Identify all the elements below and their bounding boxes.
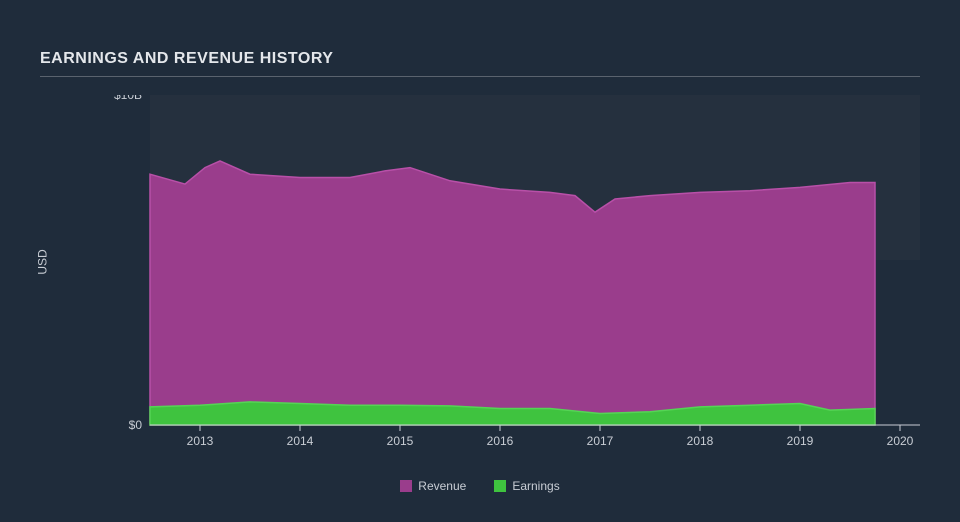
x-tick-label: 2017: [587, 434, 614, 448]
legend: Revenue Earnings: [40, 479, 920, 495]
legend-item: Earnings: [494, 479, 559, 493]
x-axis-ticks: [200, 425, 900, 431]
legend-label: Earnings: [512, 479, 559, 493]
chart-title: EARNINGS AND REVENUE HISTORY: [40, 50, 920, 77]
legend-item: Revenue: [400, 479, 466, 493]
y-axis-labels: $0 $10B: [114, 95, 142, 432]
y-axis-title: USD: [36, 249, 50, 274]
area-series: [150, 161, 875, 425]
x-tick-label: 2014: [287, 434, 314, 448]
x-tick-label: 2016: [487, 434, 514, 448]
legend-swatch: [400, 480, 412, 492]
x-tick-label: 2020: [887, 434, 914, 448]
y-tick-label: $0: [129, 418, 143, 432]
x-axis-labels: 2013 2014 2015 2016 2017 2018 2019 2020: [187, 434, 914, 448]
area-series-revenue: [150, 161, 875, 425]
legend-label: Revenue: [418, 479, 466, 493]
y-tick-label: $10B: [114, 95, 142, 102]
legend-swatch: [494, 480, 506, 492]
chart-container: USD 20132014201520162017201820192020 $0$…: [40, 95, 920, 495]
x-tick-label: 2019: [787, 434, 814, 448]
x-tick-label: 2013: [187, 434, 214, 448]
x-tick-label: 2018: [687, 434, 714, 448]
x-tick-label: 2015: [387, 434, 414, 448]
area-chart: 2013 2014 2015 2016 2017 2018 2019 2020 $0 $10B: [100, 95, 920, 455]
